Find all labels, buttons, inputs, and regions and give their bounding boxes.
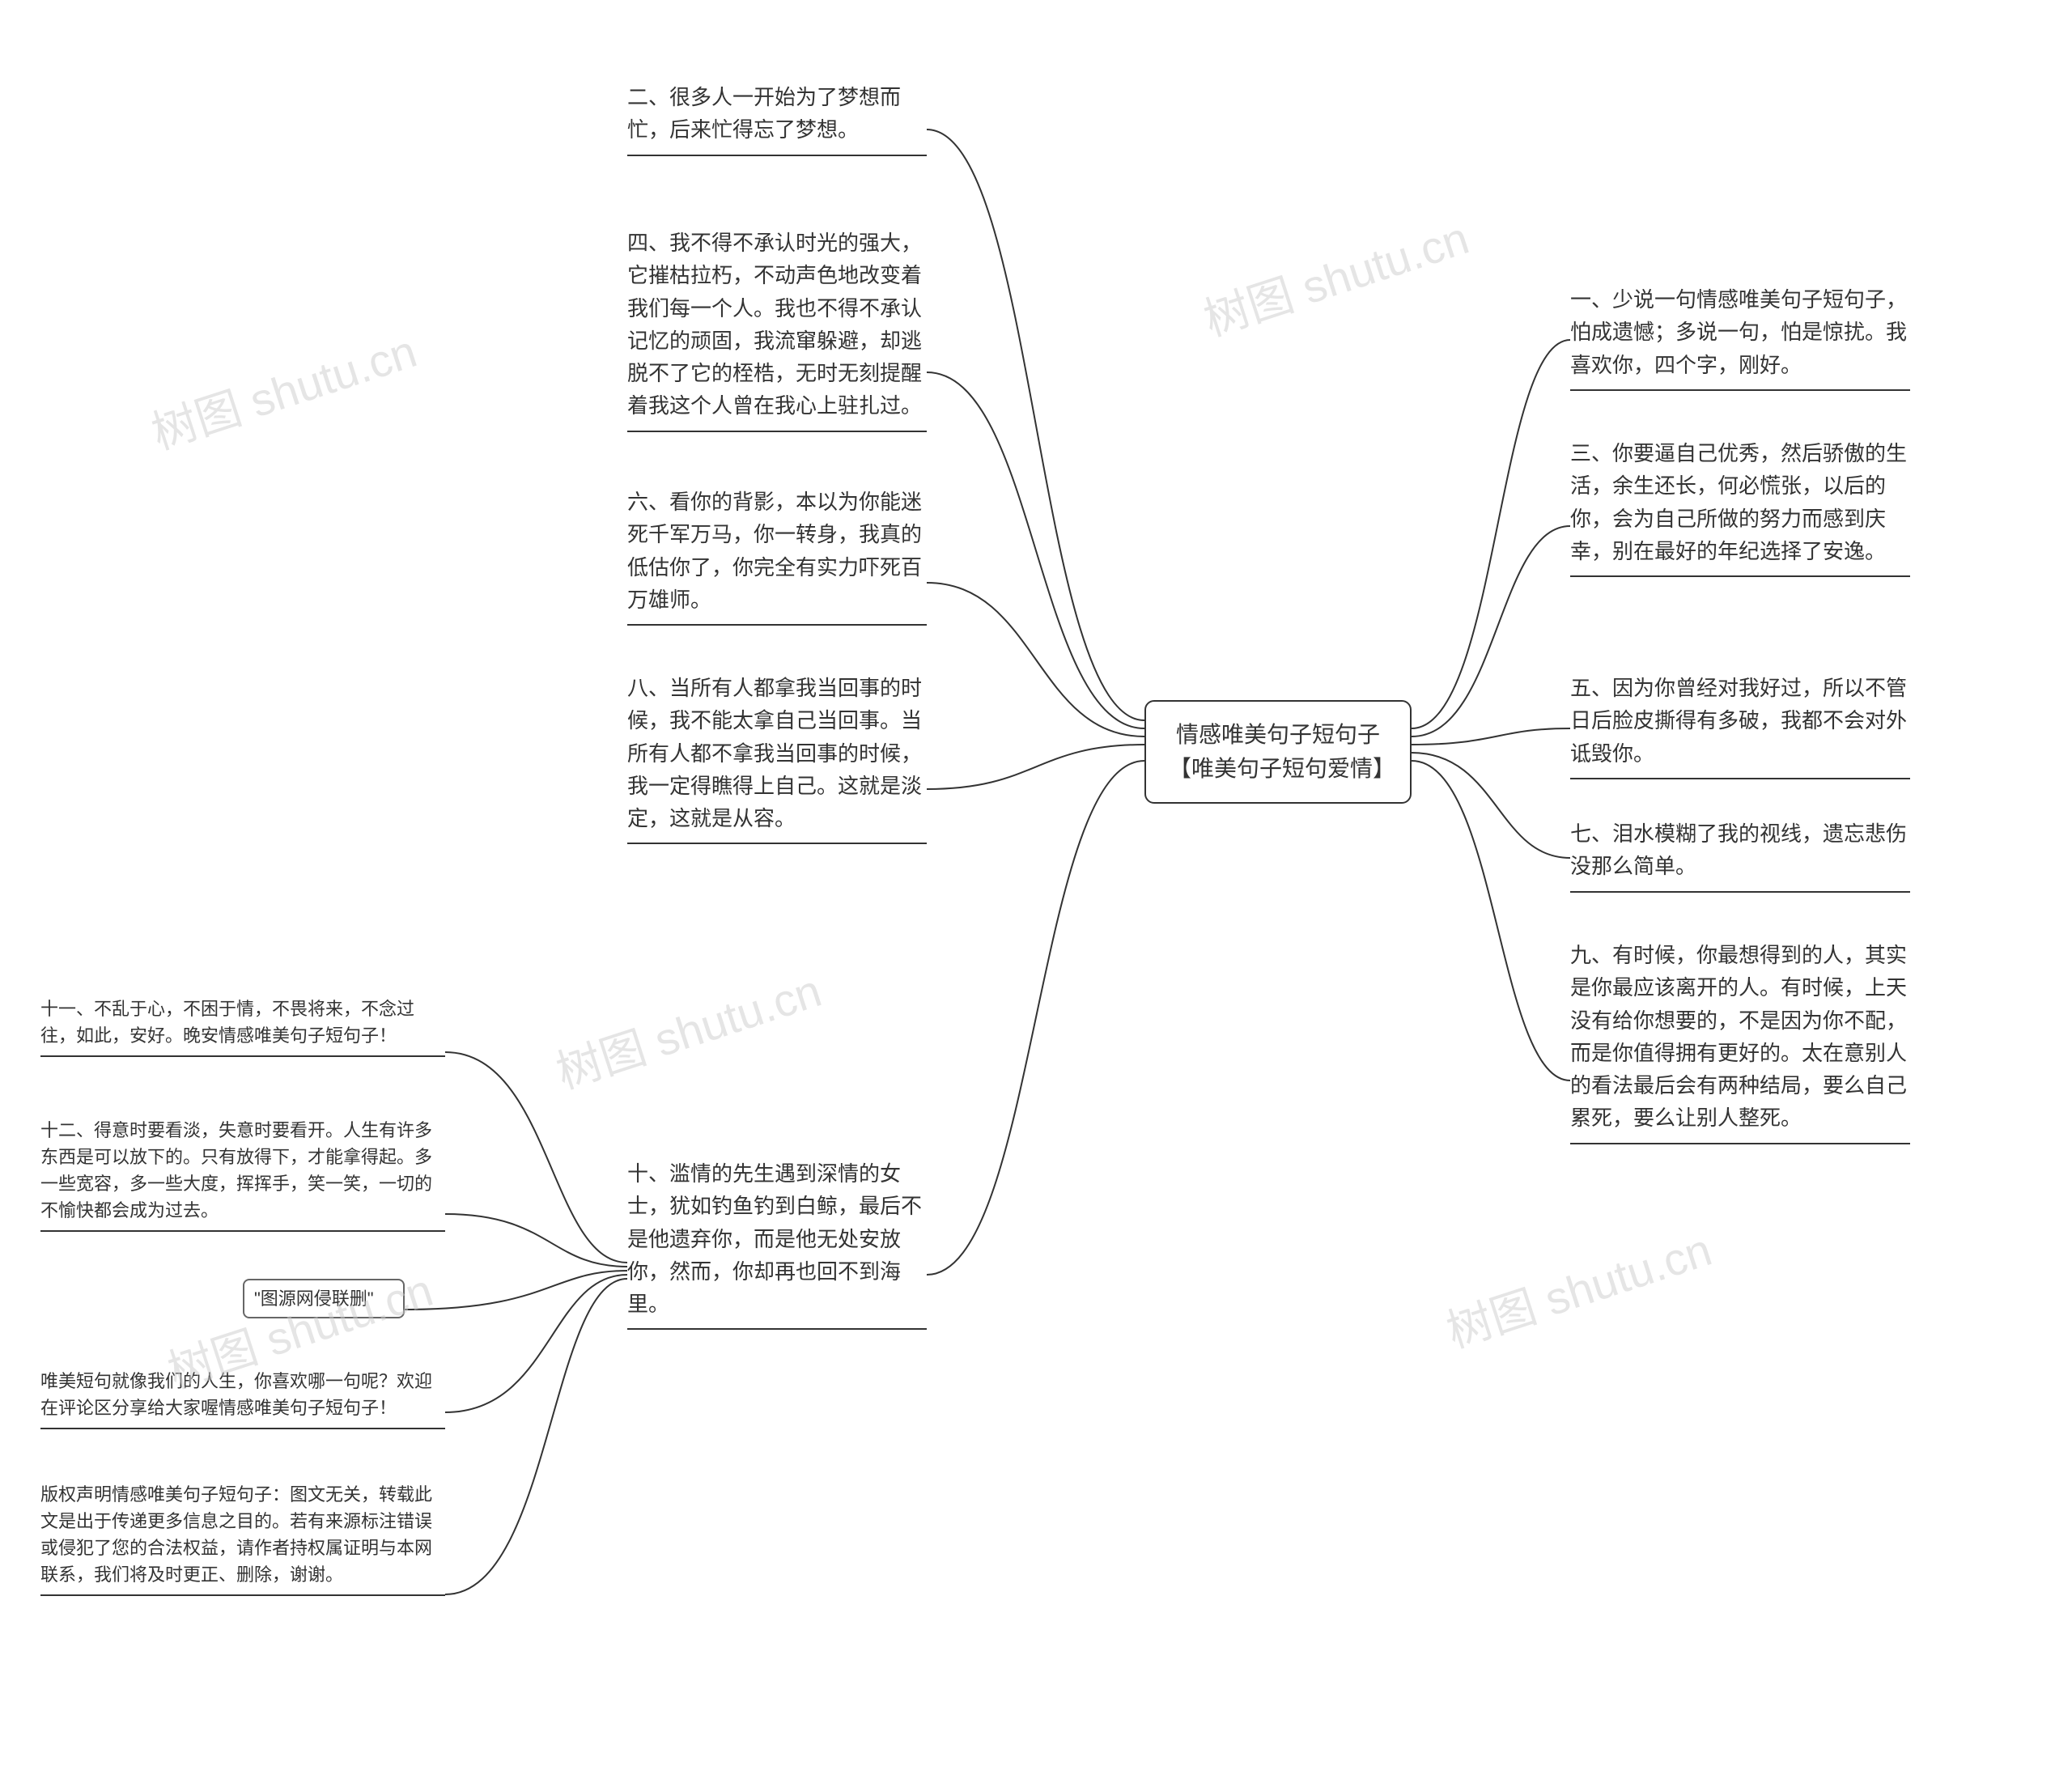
- branch-l2: 二、很多人一开始为了梦想而忙，后来忙得忘了梦想。: [627, 81, 927, 156]
- branch-r7: 七、泪水模糊了我的视线，遗忘悲伤没那么简单。: [1570, 817, 1910, 893]
- watermark: 树图 shutu.cn: [547, 955, 829, 1102]
- connector: [405, 1271, 627, 1310]
- connector: [445, 1214, 627, 1267]
- connector: [927, 372, 1144, 728]
- connector: [445, 1279, 627, 1594]
- branch-l8: 八、当所有人都拿我当回事的时候，我不能太拿自己当回事。当所有人都不拿我当回事的时…: [627, 672, 927, 844]
- mindmap-canvas: 情感唯美句子短句子【唯美句子短句爱情】 一、少说一句情感唯美句子短句子，怕成遗憾…: [0, 0, 2072, 1783]
- branch-l4: 四、我不得不承认时光的强大，它摧枯拉朽，不动声色地改变着我们每一个人。我也不得不…: [627, 227, 927, 432]
- branch-r9: 九、有时候，你最想得到的人，其实是你最应该离开的人。有时候，上天没有给你想要的，…: [1570, 939, 1910, 1144]
- connector: [927, 745, 1144, 789]
- watermark: 树图 shutu.cn: [1437, 1214, 1719, 1361]
- branch-r5: 五、因为你曾经对我好过，所以不管日后脸皮撕得有多破，我都不会对外诋毁你。: [1570, 672, 1910, 779]
- branch-l6: 六、看你的背影，本以为你能迷死千军万马，你一转身，我真的低估你了，你完全有实力吓…: [627, 486, 927, 626]
- watermark: 树图 shutu.cn: [1195, 202, 1476, 350]
- connector: [927, 129, 1144, 720]
- sub-s14: 版权声明情感唯美句子短句子：图文无关，转载此文是出于传递更多信息之目的。若有来源…: [40, 1481, 445, 1596]
- branch-l10: 十、滥情的先生遇到深情的女士，犹如钓鱼钓到白鲸，最后不是他遗弃你，而是他无处安放…: [627, 1157, 927, 1330]
- connector: [1412, 761, 1570, 1080]
- connector: [927, 583, 1144, 737]
- sub-s11: 十一、不乱于心，不困于情，不畏将来，不念过往，如此，安好。晚安情感唯美句子短句子…: [40, 996, 445, 1057]
- branch-r1: 一、少说一句情感唯美句子短句子，怕成遗憾；多说一句，怕是惊扰。我喜欢你，四个字，…: [1570, 283, 1910, 391]
- sub-s13: 唯美短句就像我们的人生，你喜欢哪一句呢？欢迎在评论区分享给大家喔情感唯美句子短句…: [40, 1368, 445, 1429]
- connector: [445, 1275, 627, 1412]
- connector: [927, 761, 1144, 1275]
- sub-simg: "图源网侵联删": [243, 1279, 405, 1318]
- watermark: 树图 shutu.cn: [142, 316, 424, 463]
- center-node: 情感唯美句子短句子【唯美句子短句爱情】: [1144, 700, 1412, 804]
- branch-r3: 三、你要逼自己优秀，然后骄傲的生活，余生还长，何必慌张，以后的你，会为自己所做的…: [1570, 437, 1910, 577]
- sub-s12: 十二、得意时要看淡，失意时要看开。人生有许多东西是可以放下的。只有放得下，才能拿…: [40, 1117, 445, 1232]
- connector: [1412, 340, 1570, 728]
- connector: [1412, 753, 1570, 858]
- connector: [1412, 728, 1570, 745]
- connector: [1412, 526, 1570, 737]
- connector: [445, 1052, 627, 1263]
